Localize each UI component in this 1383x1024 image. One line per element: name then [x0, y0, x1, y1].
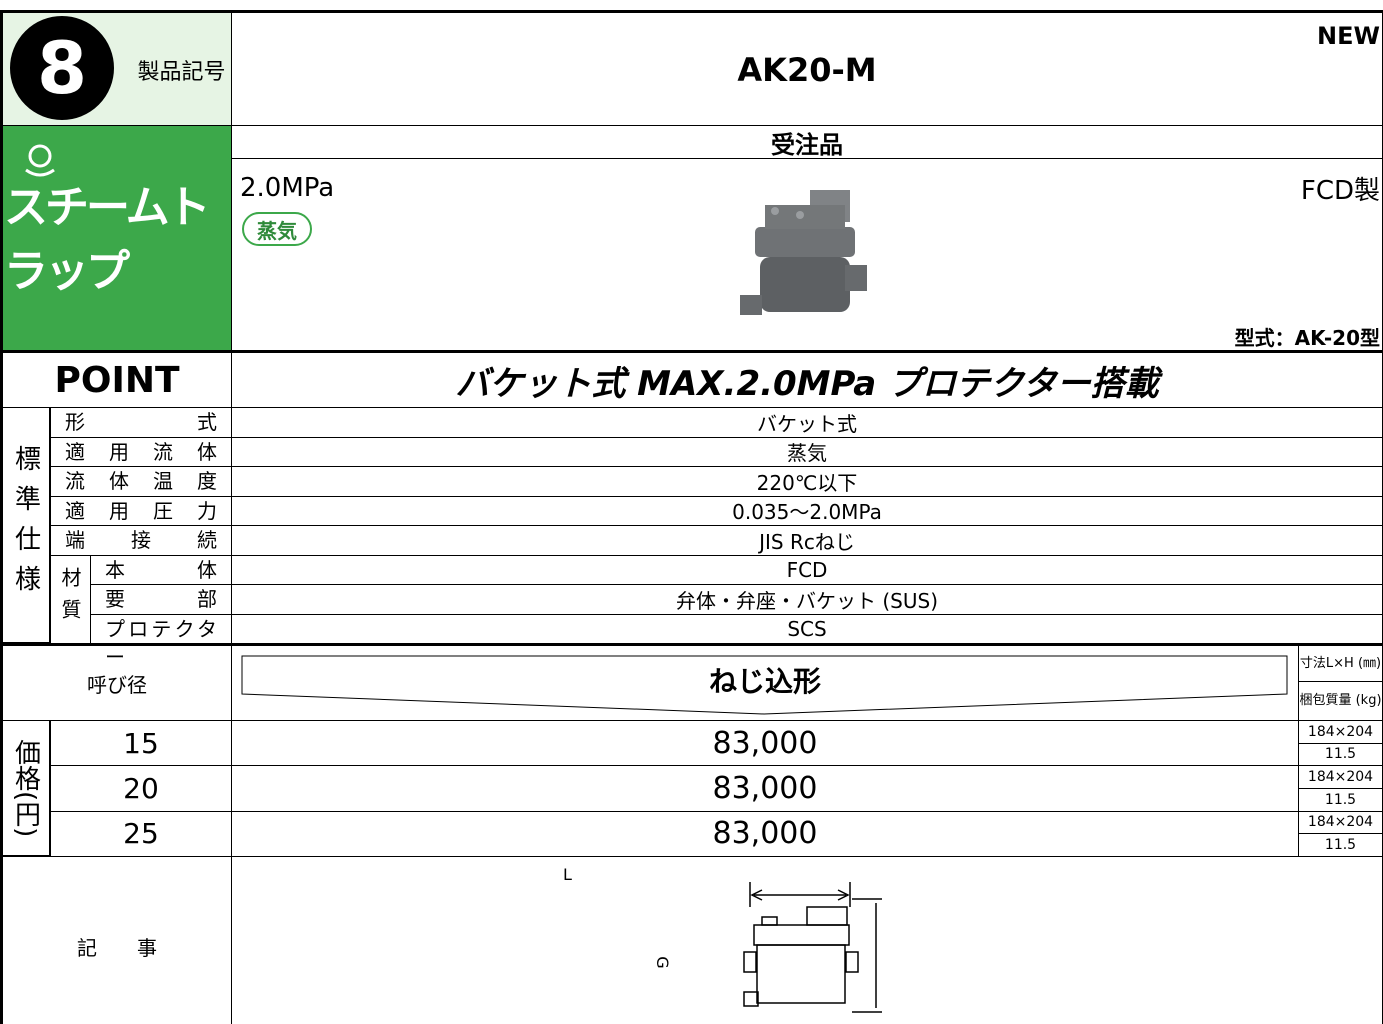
dim-header: 寸法L×H (㎜): [1298, 643, 1383, 682]
size: 20: [50, 765, 232, 812]
size: 25: [50, 810, 232, 857]
fluid-tag: 蒸気: [242, 212, 312, 246]
dim-label-g: G: [653, 956, 672, 969]
material-note: FCD製: [1300, 175, 1380, 206]
order-type: 受注品: [231, 125, 1383, 159]
dimension: 184×204: [1298, 810, 1383, 835]
spec-label: 本体: [90, 554, 232, 585]
weight: 11.5: [1298, 742, 1383, 767]
dimension: 184×204: [1298, 720, 1383, 744]
spec-label: 要部: [90, 584, 232, 615]
spec-label: 端接続: [50, 525, 232, 556]
spec-value: 0.035～2.0MPa: [231, 495, 1383, 526]
price-label: 価格(円): [0, 720, 50, 856]
point-text: バケット式 MAX.2.0MPa プロテクター搭載: [231, 350, 1383, 408]
spec-value: 弁体・弁座・バケット (SUS): [231, 584, 1383, 615]
trap-photo: [740, 190, 867, 315]
weight: 11.5: [1298, 833, 1383, 857]
material-label: 材質: [50, 554, 91, 644]
weight-header: 梱包質量 (kg): [1298, 681, 1383, 721]
logo-icon: [25, 144, 55, 177]
banner-shape: [241, 655, 1288, 715]
size-header: 呼び径: [0, 643, 232, 721]
point-label: POINT: [0, 350, 232, 408]
price: 83,000: [231, 720, 1299, 767]
spec-value: SCS: [231, 613, 1383, 644]
category-name: スチームトラップ: [4, 182, 211, 297]
notes-cell: [231, 856, 1383, 1024]
spec-value: FCD: [231, 554, 1383, 585]
notes-label: 記事: [0, 856, 232, 1024]
product-code: AK20-M: [737, 51, 877, 89]
badge: 8: [10, 16, 114, 120]
type-header: ねじ込形: [708, 665, 821, 698]
spec-label: プロテクター: [90, 613, 232, 669]
spec-value: 蒸気: [231, 436, 1383, 467]
category-panel: [0, 125, 232, 351]
specs-label: 標準仕様: [0, 407, 50, 643]
pressure: 2.0MPa: [240, 173, 335, 203]
price: 83,000: [231, 810, 1299, 857]
price: 83,000: [231, 765, 1299, 812]
spec-label: 適用流体: [50, 436, 232, 467]
product-photo: [735, 185, 875, 335]
spec-label: 適用圧力: [50, 495, 232, 526]
spec-value: バケット式: [231, 407, 1383, 438]
size: 15: [50, 720, 232, 767]
spec-label: 形式: [50, 407, 232, 438]
dim-label-l: L: [563, 865, 572, 884]
logo: [20, 140, 60, 180]
spec-label: 流体温度: [50, 466, 232, 497]
dimension: 184×204: [1298, 765, 1383, 789]
dimension-drawing: [743, 882, 882, 1013]
spec-value: JIS Rcねじ: [231, 525, 1383, 556]
spec-value: 220℃以下: [231, 466, 1383, 497]
badge-label: 製品記号: [137, 60, 226, 85]
weight: 11.5: [1298, 787, 1383, 812]
new-badge: NEW: [1317, 22, 1380, 50]
model: 型式：AK-20型: [1234, 325, 1380, 350]
